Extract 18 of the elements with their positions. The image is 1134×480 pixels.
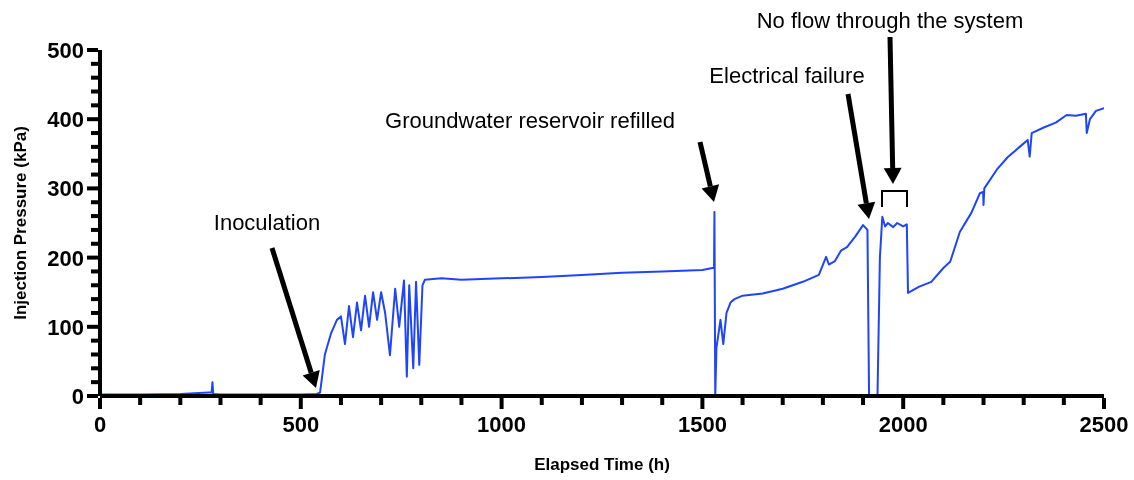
annotation: Electrical failure [709, 63, 865, 88]
y-tick-label: 200 [47, 245, 84, 271]
annotation: Groundwater reservoir refilled [385, 108, 675, 133]
y-tick-label: 100 [47, 314, 84, 340]
text: No flow through the system [756, 8, 1024, 33]
y-tick-label: 300 [47, 176, 84, 202]
x-tick-label: 0 [93, 412, 107, 437]
y-tick-label: 0 [71, 384, 84, 409]
x-tick-label: 2000 [878, 412, 928, 437]
x-tick-label: 500 [282, 412, 320, 437]
x-axis-title: Elapsed Time (h) [534, 455, 670, 474]
annotation: Inoculation [213, 210, 321, 235]
y-tick-label: 500 [47, 38, 84, 63]
x-tick-label: 2500 [1079, 412, 1129, 437]
y-axis-title: Injection Pressure (kPa) [11, 126, 30, 320]
x-tick-label: 1000 [477, 412, 527, 437]
x-tick-label: 1500 [677, 412, 727, 437]
y-tick-label: 400 [47, 107, 84, 133]
